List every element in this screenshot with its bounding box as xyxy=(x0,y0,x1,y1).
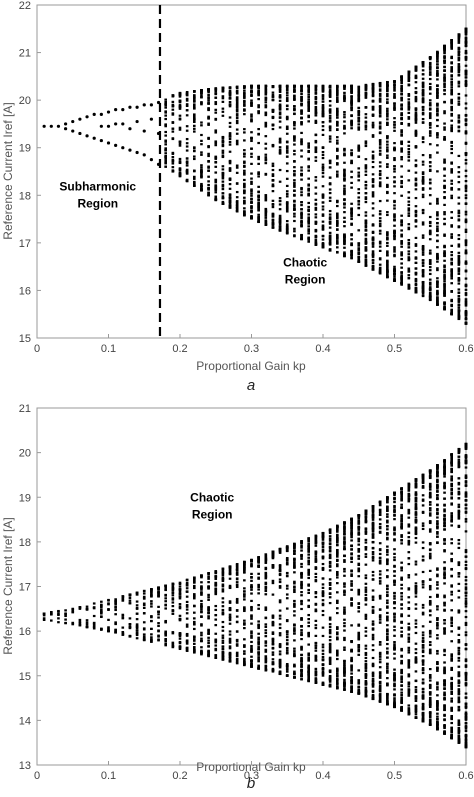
data-point-a-0-12 xyxy=(93,137,96,140)
data-column-a-11 xyxy=(243,85,246,216)
data-point-a-0-25 xyxy=(128,106,131,109)
y-tick-label-a-4: 19 xyxy=(19,143,31,155)
x-axis-label-b: Proportional Gain kp xyxy=(196,760,306,774)
data-point-a-0-30 xyxy=(136,120,139,123)
data-point-a-0-29 xyxy=(136,151,139,154)
data-point-a-0-28 xyxy=(136,106,139,109)
data-column-b-7 xyxy=(93,602,96,629)
data-column-a-32 xyxy=(393,80,396,282)
data-column-b-54 xyxy=(429,469,432,726)
data-column-a-26 xyxy=(350,85,353,260)
y-tick-label-b-1: 14 xyxy=(19,715,31,727)
x-tick-label-a-5: 0.5 xyxy=(387,343,402,355)
data-point-a-0-19 xyxy=(114,108,117,111)
data-column-a-23 xyxy=(329,85,332,252)
x-tick-label-b-4: 0.4 xyxy=(315,770,330,782)
panel-label-b: b xyxy=(247,775,255,792)
data-point-a-0-22 xyxy=(121,108,124,111)
y-tick-label-b-8: 21 xyxy=(19,403,31,415)
x-tick-label-b-6: 0.6 xyxy=(458,770,473,782)
data-point-a-0-24 xyxy=(121,122,124,125)
data-column-b-25 xyxy=(222,568,225,661)
data-point-a-0-2 xyxy=(57,125,60,128)
data-point-a-0-4 xyxy=(64,127,67,130)
y-axis-label-b: Reference Current Iref [A] xyxy=(1,517,15,654)
data-point-a-0-0 xyxy=(43,125,46,128)
data-point-a-0-18 xyxy=(107,125,110,128)
data-column-b-50 xyxy=(400,487,403,711)
data-point-a-0-6 xyxy=(71,129,74,132)
data-column-a-37 xyxy=(429,56,432,301)
data-column-a-36 xyxy=(422,61,425,297)
data-column-a-5 xyxy=(200,89,203,192)
data-column-a-35 xyxy=(415,66,418,294)
y-tick-label-a-2: 17 xyxy=(19,238,31,250)
x-tick-label-b-0: 0 xyxy=(34,770,40,782)
y-tick-label-a-5: 20 xyxy=(19,95,31,107)
y-tick-label-b-2: 15 xyxy=(19,671,31,683)
y-tick-label-a-3: 18 xyxy=(19,190,31,202)
plot-frame-a xyxy=(37,5,466,338)
data-point-a-0-10 xyxy=(85,134,88,137)
data-point-a-0-32 xyxy=(143,153,146,156)
y-tick-label-b-0: 13 xyxy=(19,760,31,772)
x-axis-label-a: Proportional Gain kp xyxy=(196,359,306,373)
x-tick-label-a-2: 0.2 xyxy=(172,343,187,355)
data-point-a-0-7 xyxy=(78,118,81,121)
data-point-a-0-23 xyxy=(121,146,124,149)
data-point-a-0-5 xyxy=(71,120,74,123)
x-tick-label-a-1: 0.1 xyxy=(101,343,116,355)
data-point-a-0-1 xyxy=(50,125,53,128)
data-column-a-34 xyxy=(408,71,411,290)
data-point-a-0-21 xyxy=(114,122,117,125)
data-column-b-24 xyxy=(214,570,217,659)
data-point-a-0-16 xyxy=(107,110,110,113)
y-tick-label-a-0: 15 xyxy=(19,333,31,345)
x-tick-label-a-4: 0.4 xyxy=(315,343,330,355)
data-point-a-0-13 xyxy=(100,113,103,116)
y-tick-label-b-4: 17 xyxy=(19,582,31,594)
data-point-a-0-31 xyxy=(143,103,146,106)
x-tick-label-b-2: 0.2 xyxy=(172,770,187,782)
x-tick-label-a-3: 0.3 xyxy=(244,343,259,355)
x-tick-label-b-1: 0.1 xyxy=(101,770,116,782)
data-point-a-0-17 xyxy=(107,141,110,144)
x-tick-label-a-6: 0.6 xyxy=(458,343,473,355)
y-tick-label-a-1: 16 xyxy=(19,285,31,297)
data-point-a-0-36 xyxy=(150,118,153,121)
data-point-a-0-3 xyxy=(64,122,67,125)
chart-panel-a: 0 0.1 0.2 0.3 0.4 0.5 0.6 15 16 17 18 19 20 21 22 Prop… xyxy=(1,0,474,394)
data-point-a-0-27 xyxy=(128,127,131,130)
y-tick-label-b-6: 19 xyxy=(19,492,31,504)
data-column-b-55 xyxy=(436,464,439,730)
panel-label-a: a xyxy=(247,377,255,394)
data-point-a-0-26 xyxy=(128,148,131,151)
data-column-b-15 xyxy=(150,588,153,643)
data-point-a-0-34 xyxy=(150,103,153,106)
y-axis-label-a: Reference Current Iref [A] xyxy=(1,102,15,239)
data-column-a-41 xyxy=(458,33,461,320)
data-point-a-0-9 xyxy=(85,115,88,118)
data-point-a-0-15 xyxy=(100,125,103,128)
data-point-a-0-14 xyxy=(100,139,103,142)
data-column-b-19 xyxy=(179,582,182,650)
y-tick-label-b-7: 20 xyxy=(19,448,31,460)
x-tick-label-a-0: 0 xyxy=(34,343,40,355)
data-column-a-30 xyxy=(379,82,382,274)
y-tick-label-b-3: 16 xyxy=(19,626,31,638)
y-tick-label-a-7: 22 xyxy=(19,0,31,12)
data-point-a-0-8 xyxy=(78,132,81,135)
data-point-a-0-20 xyxy=(114,144,117,147)
y-tick-label-b-5: 18 xyxy=(19,537,31,549)
y-tick-label-a-6: 21 xyxy=(19,48,31,60)
x-tick-label-b-5: 0.5 xyxy=(387,770,402,782)
data-column-b-38 xyxy=(315,535,318,684)
data-point-a-0-11 xyxy=(93,113,96,116)
data-point-a-0-33 xyxy=(143,129,146,132)
data-point-a-0-35 xyxy=(150,158,153,161)
